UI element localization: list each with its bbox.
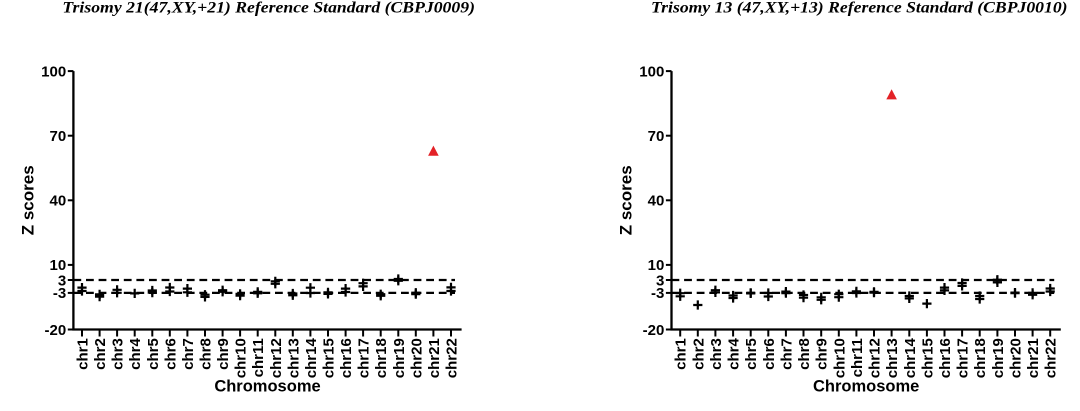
svg-text:100: 100 xyxy=(41,63,66,80)
svg-text:40: 40 xyxy=(648,193,665,210)
svg-text:chr7: chr7 xyxy=(778,338,795,370)
svg-text:chr13: chr13 xyxy=(884,338,901,378)
svg-text:Trisomy 21(47,XY,+21) Referenc: Trisomy 21(47,XY,+21) Reference Standard… xyxy=(62,0,475,17)
svg-text:chr22: chr22 xyxy=(1043,338,1060,378)
svg-text:chr5: chr5 xyxy=(145,338,162,370)
svg-text:chr1: chr1 xyxy=(673,338,690,370)
svg-text:chr22: chr22 xyxy=(444,338,461,378)
svg-text:chr2: chr2 xyxy=(690,338,707,370)
svg-text:chr12: chr12 xyxy=(867,338,884,378)
svg-text:10: 10 xyxy=(50,257,67,274)
svg-text:chr8: chr8 xyxy=(796,338,813,370)
svg-text:chr19: chr19 xyxy=(391,338,408,378)
svg-text:chr4: chr4 xyxy=(726,338,743,370)
svg-text:chr14: chr14 xyxy=(303,338,320,379)
svg-text:chr11: chr11 xyxy=(250,338,267,377)
svg-text:chr4: chr4 xyxy=(127,338,144,370)
svg-text:chr12: chr12 xyxy=(268,338,285,378)
svg-text:3: 3 xyxy=(656,272,664,289)
svg-text:chr17: chr17 xyxy=(356,338,373,378)
svg-text:40: 40 xyxy=(50,193,67,210)
svg-text:chr3: chr3 xyxy=(110,338,127,370)
svg-text:chr14: chr14 xyxy=(902,338,919,379)
svg-text:chr15: chr15 xyxy=(919,338,936,378)
svg-text:Chromosome: Chromosome xyxy=(214,378,320,396)
svg-text:chr11: chr11 xyxy=(849,338,866,377)
svg-text:chr19: chr19 xyxy=(990,338,1007,378)
svg-text:Trisomy 13 (47,XY,+13) Referen: Trisomy 13 (47,XY,+13) Reference Standar… xyxy=(651,0,1068,17)
svg-text:chr18: chr18 xyxy=(972,338,989,378)
svg-text:10: 10 xyxy=(648,257,665,274)
svg-text:chr1: chr1 xyxy=(75,338,92,370)
svg-text:-20: -20 xyxy=(643,322,665,339)
svg-text:-3: -3 xyxy=(651,285,664,302)
svg-text:chr16: chr16 xyxy=(338,338,355,378)
svg-text:chr18: chr18 xyxy=(373,338,390,378)
svg-text:chr21: chr21 xyxy=(426,338,443,378)
svg-text:3: 3 xyxy=(58,272,66,289)
svg-text:Chromosome: Chromosome xyxy=(813,378,919,396)
svg-text:70: 70 xyxy=(50,128,67,145)
svg-text:chr17: chr17 xyxy=(955,338,972,378)
svg-text:100: 100 xyxy=(639,63,664,80)
svg-text:Z scores: Z scores xyxy=(617,165,636,235)
svg-text:-3: -3 xyxy=(53,285,66,302)
svg-text:chr7: chr7 xyxy=(180,338,197,370)
svg-text:chr10: chr10 xyxy=(831,338,848,378)
svg-text:chr20: chr20 xyxy=(1008,338,1025,378)
svg-text:70: 70 xyxy=(648,128,665,145)
svg-text:chr6: chr6 xyxy=(162,338,179,370)
svg-text:chr16: chr16 xyxy=(937,338,954,378)
svg-text:chr10: chr10 xyxy=(233,338,250,378)
svg-text:chr21: chr21 xyxy=(1025,338,1042,378)
svg-text:chr15: chr15 xyxy=(321,338,338,378)
svg-text:chr20: chr20 xyxy=(408,338,425,378)
svg-text:Z scores: Z scores xyxy=(18,165,37,235)
svg-text:chr2: chr2 xyxy=(92,338,109,370)
svg-text:chr3: chr3 xyxy=(708,338,725,370)
svg-text:chr8: chr8 xyxy=(198,338,215,370)
svg-text:chr13: chr13 xyxy=(285,338,302,378)
svg-text:chr9: chr9 xyxy=(814,338,831,370)
svg-text:chr6: chr6 xyxy=(761,338,778,370)
svg-text:chr9: chr9 xyxy=(215,338,232,370)
svg-text:chr5: chr5 xyxy=(743,338,760,370)
svg-text:-20: -20 xyxy=(45,322,67,339)
